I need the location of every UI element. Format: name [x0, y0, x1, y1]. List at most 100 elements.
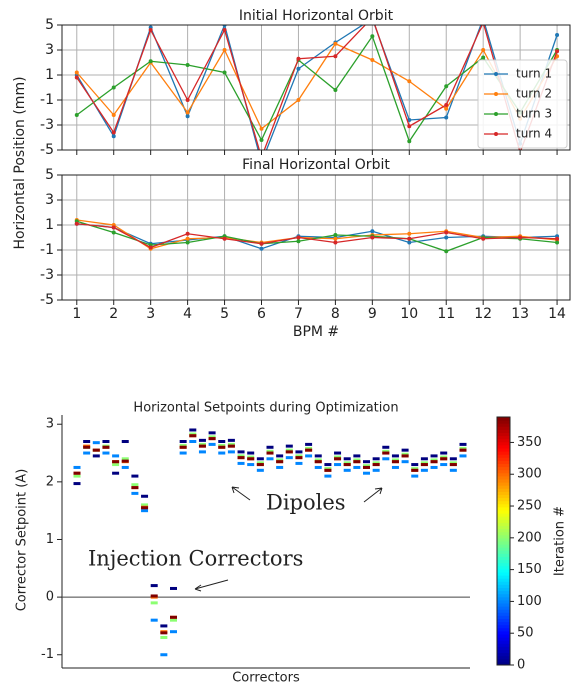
colorbar-segment [497, 606, 510, 610]
colorbar-segment [497, 658, 510, 663]
setpoint-dash [449, 461, 457, 465]
colorbar-segment [497, 568, 510, 573]
colorbar-tick-label: 350 [517, 435, 542, 450]
point [296, 239, 301, 244]
setpoint-dash [363, 465, 370, 469]
setpoint-dash [459, 442, 467, 446]
setpoint-dash [218, 451, 226, 455]
colorbar-segment [497, 513, 510, 517]
setpoint-dash [430, 460, 438, 464]
colorbar-segment [497, 469, 510, 474]
setpoint-dash [73, 482, 81, 486]
colorbar-segment [497, 596, 510, 601]
point [481, 55, 486, 60]
setpoint-dash [391, 454, 399, 458]
colorbar-label: Iteration # [553, 506, 568, 576]
setpoint-dash [382, 457, 390, 461]
point [407, 79, 412, 84]
colorbar-segment [497, 426, 510, 430]
colorbar-segment [497, 575, 510, 579]
setpoint-dash [141, 506, 149, 510]
setpoint-dash [218, 440, 226, 444]
setpoint-dash [295, 456, 303, 460]
colorbar-segment [497, 522, 510, 526]
point [185, 63, 190, 67]
colorbar-tick-label: 200 [517, 530, 542, 545]
colorbar-tick-label: 250 [517, 499, 542, 514]
point [370, 235, 375, 240]
annotation: Injection Correctors [88, 547, 303, 571]
point [111, 225, 116, 230]
setpoint-dash [305, 454, 313, 458]
setpoint-dash [372, 457, 380, 461]
setpoint-dash [170, 630, 177, 634]
setpoint-dash [363, 471, 370, 475]
point [518, 235, 523, 240]
colorbar-segment [497, 466, 510, 471]
colorbar-segment [497, 572, 510, 576]
colorbar-segment [497, 475, 510, 480]
setpoint-dash [305, 446, 313, 450]
point [407, 139, 412, 144]
setpoint-dash [372, 468, 380, 472]
colorbar-segment [497, 438, 510, 443]
setpoint-dash [382, 449, 390, 453]
colorbar-segment [497, 506, 510, 511]
setpoint-dash [276, 465, 284, 469]
colorbar-segment [497, 479, 510, 483]
setpoint-dash [314, 460, 322, 464]
point [407, 240, 412, 245]
colorbar-segment [497, 599, 510, 604]
setpoint-dash [218, 444, 226, 448]
setpoint-dash [189, 432, 197, 436]
point [259, 246, 264, 251]
x-tick-label: 6 [257, 306, 266, 322]
colorbar-segment [497, 649, 510, 654]
colorbar-segment [497, 519, 510, 523]
point [444, 115, 449, 120]
chart-title: Horizontal Setpoints during Optimization [133, 401, 398, 416]
point [185, 110, 190, 115]
y-tick-label: 3 [45, 192, 54, 208]
x-tick-label: 3 [146, 306, 155, 322]
point [111, 85, 116, 90]
setpoint-dash [353, 460, 361, 464]
colorbar-segment [497, 454, 510, 458]
y-axis-label: Horizontal Position (mm) [12, 76, 28, 249]
setpoint-dash [276, 460, 284, 464]
setpoint-dash [391, 460, 399, 464]
colorbar-segment [497, 460, 510, 464]
colorbar-segment [497, 457, 510, 461]
setpoint-dash [179, 444, 187, 448]
colorbar-segment [497, 448, 510, 452]
setpoint-dash [440, 463, 448, 467]
setpoint-dash [237, 450, 245, 454]
setpoint-dash [343, 468, 351, 472]
setpoint-dash [353, 454, 361, 458]
setpoint-dash [314, 454, 322, 458]
setpoint-dash [102, 445, 110, 449]
colorbar-segment [497, 472, 510, 477]
setpoint-dash [430, 465, 438, 469]
colorbar-segment [497, 420, 510, 424]
x-tick-label: 9 [368, 306, 377, 322]
x-tick-label: 1 [72, 306, 81, 322]
y-tick-label: 3 [46, 417, 54, 432]
setpoint-dash [430, 458, 438, 462]
setpoint-dash [382, 445, 390, 449]
setpoint-dash [363, 460, 370, 464]
legend-label: turn 3 [516, 107, 552, 121]
setpoint-dash [420, 461, 428, 465]
colorbar-segment [497, 587, 510, 592]
point [333, 233, 338, 237]
colorbar-segment [497, 432, 510, 437]
setpoint-dash [141, 503, 149, 507]
setpoint-dash [459, 448, 467, 452]
x-tick-label: 8 [331, 306, 340, 322]
point [444, 84, 449, 89]
point [185, 240, 190, 245]
setpoint-dash [440, 457, 448, 461]
point [481, 17, 485, 21]
colorbar-segment [497, 646, 510, 650]
setpoint-dash [411, 474, 419, 478]
